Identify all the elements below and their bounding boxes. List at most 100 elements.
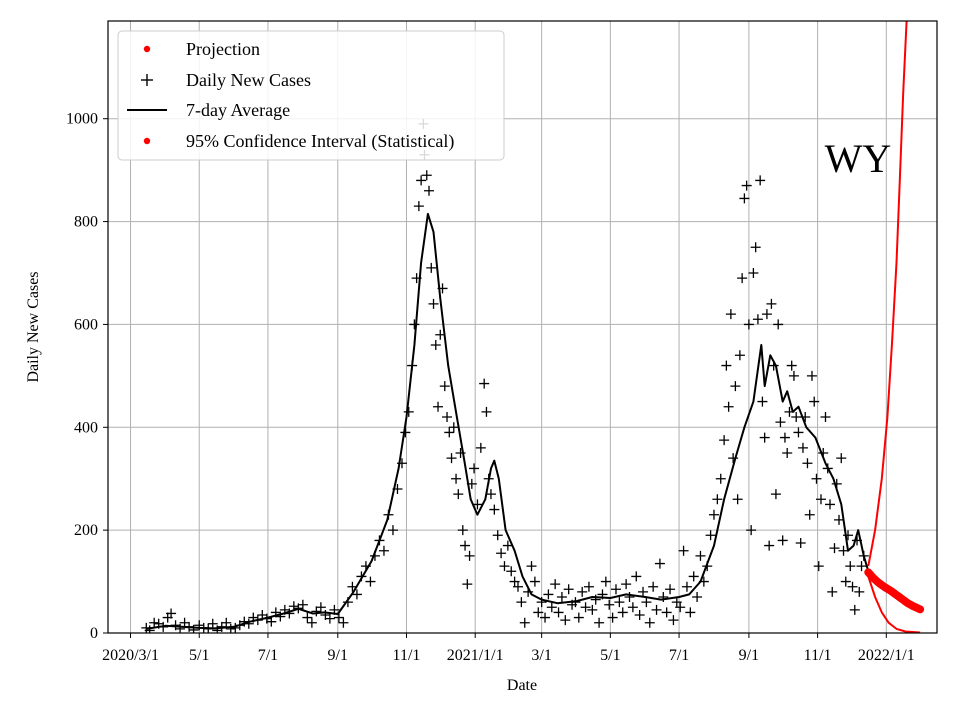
legend-average-label: 7-day Average	[186, 100, 290, 120]
daily-case-marker	[638, 586, 649, 597]
daily-case-marker	[506, 566, 517, 577]
legend-daily-cases-label: Daily New Cases	[186, 70, 311, 90]
x-tick-label: 5/1	[600, 647, 620, 664]
daily-case-marker	[543, 589, 554, 600]
daily-case-marker	[856, 561, 867, 572]
x-tick-label: 2021/1/1	[447, 647, 504, 664]
daily-case-marker	[149, 617, 160, 628]
daily-case-marker	[712, 494, 723, 505]
daily-case-marker	[627, 602, 638, 613]
daily-case-marker	[573, 612, 584, 623]
daily-case-marker	[715, 473, 726, 484]
daily-case-marker	[526, 561, 537, 572]
daily-case-marker	[489, 504, 500, 515]
y-axis-title: Daily New Cases	[25, 271, 42, 382]
daily-case-marker	[266, 616, 277, 627]
daily-case-marker	[809, 396, 820, 407]
daily-case-marker	[221, 617, 232, 628]
daily-case-marker	[721, 360, 732, 371]
daily-case-marker	[546, 602, 557, 613]
daily-case-marker	[775, 417, 786, 428]
daily-case-marker	[457, 525, 468, 536]
legend-box	[117, 30, 505, 161]
daily-case-marker	[315, 602, 326, 613]
daily-case-marker	[681, 581, 692, 592]
daily-case-marker	[433, 401, 444, 412]
daily-case-marker	[725, 309, 736, 320]
daily-case-marker	[757, 396, 768, 407]
state-label: WY	[825, 136, 892, 181]
daily-case-marker	[604, 599, 615, 610]
daily-case-marker	[845, 561, 856, 572]
daily-case-marker	[444, 427, 455, 438]
daily-case-marker	[409, 319, 420, 330]
daily-case-marker	[533, 607, 544, 618]
daily-case-marker	[560, 615, 571, 626]
daily-case-marker	[424, 185, 435, 196]
daily-case-marker	[847, 581, 858, 592]
daily-case-marker	[426, 262, 437, 273]
daily-case-marker	[442, 412, 453, 422]
daily-case-marker	[759, 432, 770, 443]
daily-case-marker	[365, 576, 376, 587]
daily-case-marker	[820, 412, 831, 422]
daily-case-marker	[786, 360, 797, 371]
daily-case-marker	[333, 612, 344, 623]
daily-case-marker	[840, 576, 851, 587]
daily-case-marker	[451, 473, 462, 484]
x-tick-label: 11/1	[804, 647, 832, 664]
daily-case-marker	[577, 586, 588, 597]
daily-case-marker	[641, 597, 652, 608]
daily-case-marker	[854, 586, 865, 597]
daily-case-marker	[448, 422, 459, 433]
daily-case-marker	[811, 473, 822, 484]
daily-case-marker	[708, 509, 719, 520]
daily-case-marker	[695, 550, 706, 561]
daily-case-marker	[302, 612, 313, 623]
daily-case-marker	[802, 458, 813, 469]
daily-case-marker	[668, 615, 679, 626]
daily-case-marker	[472, 499, 483, 510]
daily-case-marker	[421, 170, 432, 181]
x-tick-label: 9/1	[328, 647, 348, 664]
daily-case-marker	[795, 538, 806, 548]
y-tick-label: 0	[90, 625, 98, 642]
daily-case-marker	[550, 579, 561, 590]
daily-case-marker	[502, 540, 513, 551]
legend-daily-cases-marker	[141, 74, 153, 86]
daily-case-marker	[540, 612, 551, 623]
daily-case-marker	[225, 623, 236, 633]
daily-case-marker	[678, 545, 689, 556]
y-tick-label: 1000	[66, 111, 98, 128]
daily-case-marker	[416, 175, 427, 186]
daily-case-marker	[175, 623, 186, 633]
daily-case-marker	[764, 540, 775, 551]
daily-case-marker	[607, 612, 618, 623]
ci-upper-line	[867, 21, 908, 567]
daily-case-marker	[651, 604, 662, 615]
seven-day-average-line	[146, 212, 870, 630]
daily-case-marker	[804, 509, 815, 520]
plot-area	[141, 21, 925, 633]
daily-case-marker	[311, 606, 322, 617]
legend-ci-label: 95% Confidence Interval (Statistical)	[186, 131, 454, 152]
daily-case-marker	[634, 610, 645, 620]
daily-case-marker	[665, 584, 676, 595]
x-tick-label: 7/1	[258, 647, 278, 664]
daily-case-marker	[755, 175, 766, 186]
daily-case-marker	[351, 589, 362, 600]
ci-lower-line	[867, 576, 921, 633]
daily-case-marker	[797, 442, 808, 453]
legend: Projection Daily New Cases 7-day Average…	[117, 30, 505, 161]
daily-case-marker	[671, 597, 682, 608]
daily-case-marker	[741, 180, 752, 191]
daily-case-marker	[516, 597, 527, 608]
legend-projection-marker	[143, 45, 151, 53]
daily-case-marker	[479, 378, 490, 389]
daily-case-marker	[387, 525, 398, 536]
daily-case-marker	[338, 617, 349, 628]
projection-markers	[864, 568, 925, 614]
daily-case-marker	[563, 584, 574, 595]
y-tick-label: 600	[74, 316, 98, 333]
daily-case-marker	[750, 242, 761, 253]
